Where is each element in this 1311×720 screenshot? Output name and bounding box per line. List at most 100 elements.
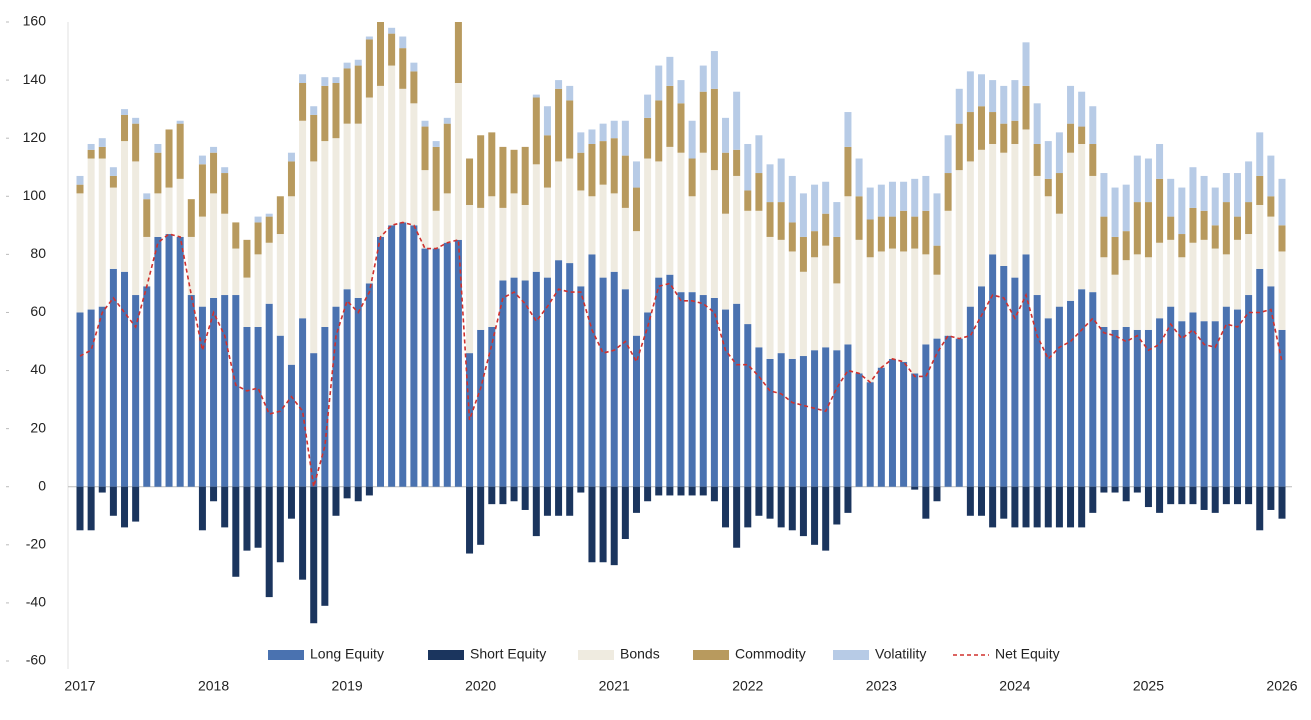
bar-segment	[1222, 306, 1230, 487]
bar-segment	[677, 152, 685, 293]
bar-segment	[666, 486, 674, 496]
bar-segment	[577, 152, 585, 191]
bar-segment	[221, 213, 229, 296]
bar-segment	[844, 112, 852, 147]
bar-segment	[1011, 120, 1019, 144]
bar-segment	[1211, 225, 1219, 249]
bar-segment	[688, 120, 696, 159]
bar-segment	[844, 486, 852, 513]
bar-segment	[510, 149, 518, 194]
bar-segment	[822, 245, 830, 348]
bar-segment	[632, 161, 640, 188]
bar-segment	[321, 486, 329, 606]
legend-label: Commodity	[735, 646, 806, 662]
bar-segment	[354, 65, 362, 124]
bar-segment	[722, 213, 730, 310]
bar-segment	[1044, 196, 1052, 319]
bar-segment	[432, 146, 440, 211]
bar-segment	[143, 199, 151, 237]
bar-segment	[1100, 486, 1108, 493]
bar-segment	[799, 271, 807, 357]
bar-segment	[466, 158, 474, 205]
bar-segment	[1245, 202, 1253, 235]
bar-segment	[744, 210, 752, 325]
bar-segment	[388, 27, 396, 34]
bar-segment	[733, 149, 741, 176]
bar-segment	[833, 202, 841, 237]
bar-segment	[833, 350, 841, 487]
bar-segment	[76, 193, 84, 313]
bar-segment	[1211, 486, 1219, 513]
bar-segment	[577, 286, 585, 487]
bar-segment	[655, 65, 663, 101]
bar-segment	[232, 222, 240, 249]
bar-segment	[844, 146, 852, 197]
bar-segment	[488, 132, 496, 197]
bar-segment	[788, 251, 796, 359]
bar-segment	[532, 486, 540, 537]
x-tick-label: 2019	[332, 678, 363, 694]
bar-segment	[1022, 85, 1030, 130]
bar-segment	[210, 152, 218, 194]
bar-segment	[243, 486, 251, 551]
bar-segment	[1089, 175, 1097, 293]
bar-segment	[833, 283, 841, 351]
bar-segment	[76, 486, 84, 531]
bar-segment	[722, 117, 730, 153]
bar-segment	[811, 257, 819, 351]
bar-segment	[599, 486, 607, 563]
x-tick-label: 2024	[999, 678, 1030, 694]
bar-segment	[488, 486, 496, 505]
bar-segment	[1011, 143, 1019, 278]
bar-segment	[1167, 306, 1175, 487]
bar-segment	[1111, 329, 1119, 487]
bar-segment	[1267, 216, 1275, 287]
y-tick-label: -40	[26, 594, 46, 610]
bar-segment	[332, 306, 340, 487]
bar-segment	[1089, 106, 1097, 144]
bar-segment	[844, 196, 852, 345]
bar-segment	[443, 117, 451, 124]
bar-segment	[944, 335, 952, 487]
bar-segment	[321, 326, 329, 487]
bar-segment	[87, 143, 95, 150]
bar-segment	[1078, 289, 1086, 487]
bar-segment	[421, 248, 429, 487]
bar-segment	[888, 248, 896, 359]
bar-segment	[254, 216, 262, 223]
bar-segment	[1144, 257, 1152, 330]
bar-segment	[521, 204, 529, 281]
bar-segment	[165, 187, 173, 235]
bar-segment	[443, 123, 451, 194]
bar-segment	[966, 306, 974, 487]
bar-segment	[343, 486, 351, 499]
bar-segment	[210, 297, 218, 487]
bar-segment	[1189, 312, 1197, 487]
bar-segment	[933, 193, 941, 246]
bar-segment	[621, 486, 629, 540]
bar-segment	[1256, 486, 1264, 531]
bar-segment	[343, 289, 351, 487]
bar-segment	[666, 274, 674, 487]
bar-segment	[710, 486, 718, 502]
bar-segment	[1078, 91, 1086, 127]
bar-segment	[299, 318, 307, 487]
bar-segment	[577, 132, 585, 153]
bar-segment	[276, 196, 284, 235]
bar-segment	[799, 486, 807, 537]
bar-segment	[1033, 486, 1041, 528]
bar-segment	[555, 260, 563, 487]
bar-segment	[310, 161, 318, 354]
bar-segment	[1233, 173, 1241, 217]
bar-segment	[109, 175, 117, 188]
bar-segment	[432, 141, 440, 147]
legend-swatch	[833, 650, 869, 660]
bar-segment	[866, 257, 874, 383]
bar-segment	[243, 239, 251, 278]
bar-segment	[187, 295, 195, 487]
bar-segment	[877, 367, 885, 487]
bar-segment	[443, 193, 451, 243]
bar-segment	[1089, 143, 1097, 176]
bar-segment	[1200, 175, 1208, 211]
